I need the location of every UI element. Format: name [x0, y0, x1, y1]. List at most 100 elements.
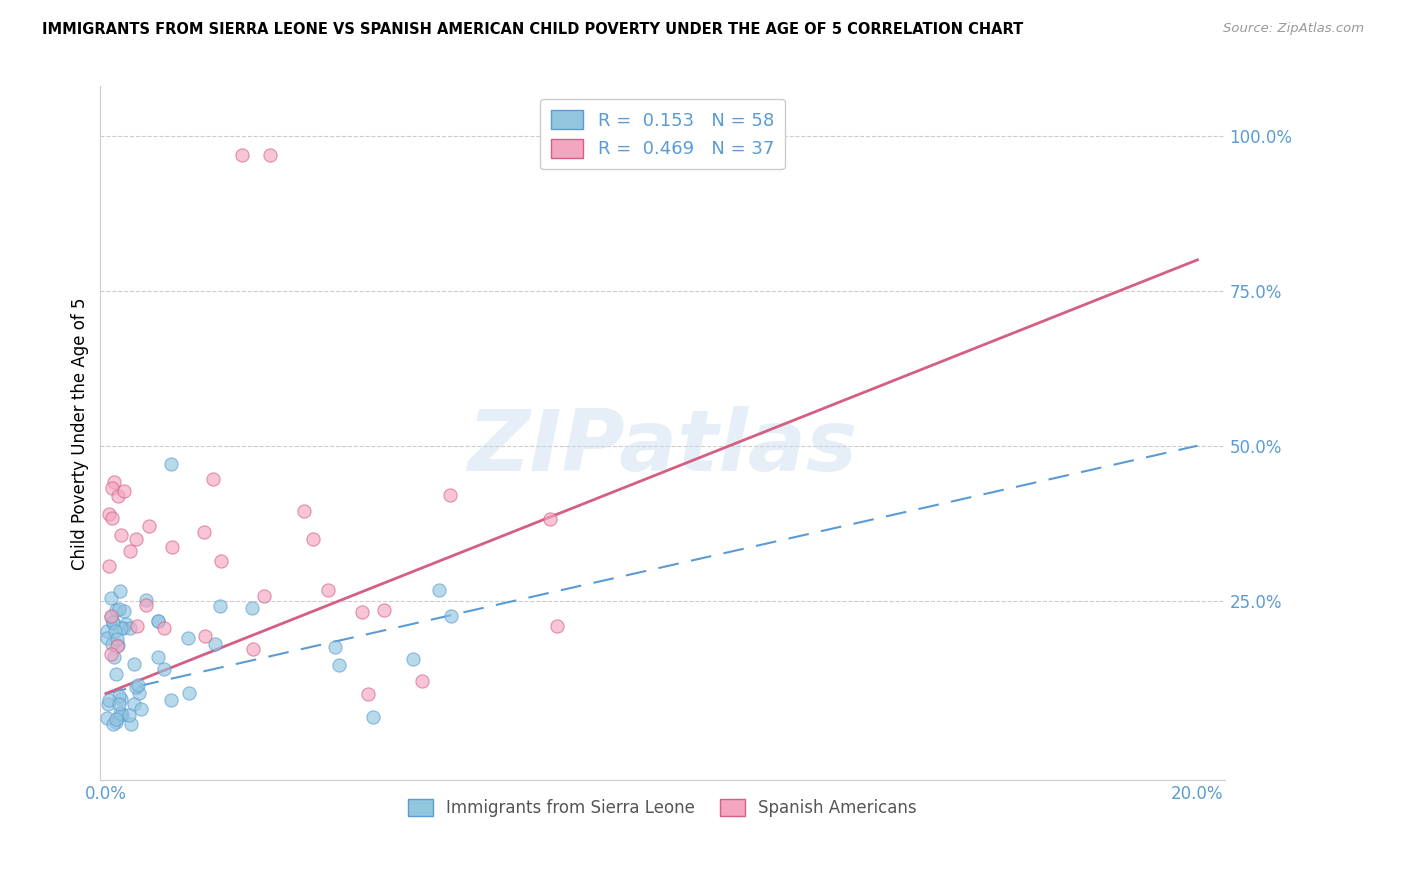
Point [146, 614, 169, 628]
Point [120, 717, 142, 731]
Legend: Immigrants from Sierra Leone, Spanish Americans: Immigrants from Sierra Leone, Spanish Am… [401, 792, 924, 824]
Point [204, 637, 226, 651]
Point [112, 484, 135, 499]
Point [96, 697, 118, 711]
Point [125, 533, 148, 547]
Point [104, 603, 127, 617]
Point [153, 621, 176, 635]
Point [100, 637, 122, 651]
Point [100, 608, 122, 623]
Point [160, 458, 183, 472]
Point [373, 603, 395, 617]
Point [120, 544, 142, 558]
Text: IMMIGRANTS FROM SIERRA LEONE VS SPANISH AMERICAN CHILD POVERTY UNDER THE AGE OF : IMMIGRANTS FROM SIERRA LEONE VS SPANISH … [42, 22, 1024, 37]
Point [146, 650, 169, 665]
Point [253, 589, 276, 603]
Text: ZIPatlas: ZIPatlas [467, 406, 858, 489]
Point [350, 605, 373, 619]
Point [96, 624, 118, 639]
Point [108, 690, 131, 704]
Point [110, 707, 132, 722]
Y-axis label: Child Poverty Under the Age of 5: Child Poverty Under the Age of 5 [72, 297, 89, 570]
Point [259, 147, 281, 161]
Point [160, 540, 183, 554]
Point [148, 614, 170, 628]
Point [538, 512, 561, 526]
Point [402, 651, 425, 665]
Point [105, 714, 128, 729]
Point [101, 615, 124, 630]
Text: Source: ZipAtlas.com: Source: ZipAtlas.com [1223, 22, 1364, 36]
Point [110, 692, 132, 706]
Point [209, 554, 232, 568]
Point [179, 686, 201, 700]
Point [115, 617, 138, 632]
Point [125, 619, 148, 633]
Point [107, 638, 129, 652]
Point [100, 610, 122, 624]
Point [323, 640, 346, 655]
Point [110, 621, 132, 635]
Point [596, 147, 619, 161]
Point [240, 600, 263, 615]
Point [427, 583, 450, 598]
Point [105, 639, 128, 653]
Point [101, 615, 124, 630]
Point [104, 666, 127, 681]
Point [122, 697, 145, 711]
Point [122, 657, 145, 671]
Point [292, 504, 315, 518]
Point [125, 680, 148, 694]
Point [104, 712, 127, 726]
Point [546, 618, 568, 632]
Point [96, 631, 118, 645]
Point [107, 632, 129, 646]
Point [103, 475, 125, 490]
Point [209, 599, 232, 614]
Point [111, 707, 134, 722]
Point [100, 591, 122, 606]
Point [328, 657, 350, 672]
Point [107, 489, 129, 503]
Point [108, 601, 131, 615]
Point [100, 647, 122, 661]
Point [97, 693, 120, 707]
Point [153, 662, 176, 676]
Point [101, 511, 124, 525]
Point [177, 631, 200, 645]
Point [138, 519, 160, 533]
Point [104, 624, 127, 638]
Point [231, 147, 253, 161]
Point [316, 583, 339, 598]
Point [194, 629, 217, 643]
Point [128, 686, 150, 700]
Point [110, 528, 132, 542]
Point [103, 716, 125, 731]
Point [160, 692, 183, 706]
Point [118, 621, 141, 635]
Point [96, 711, 118, 725]
Point [135, 598, 157, 612]
Point [131, 702, 153, 716]
Point [112, 621, 135, 635]
Point [103, 649, 125, 664]
Point [411, 674, 433, 689]
Point [361, 709, 384, 723]
Point [108, 706, 131, 721]
Point [439, 488, 461, 502]
Point [201, 472, 224, 486]
Point [108, 697, 131, 711]
Point [135, 592, 157, 607]
Point [242, 641, 264, 656]
Point [193, 525, 215, 540]
Point [112, 604, 135, 618]
Point [108, 583, 131, 598]
Point [302, 532, 325, 546]
Point [97, 507, 120, 521]
Point [439, 609, 461, 624]
Point [101, 481, 124, 495]
Point [118, 707, 141, 722]
Point [97, 558, 120, 573]
Point [127, 678, 149, 692]
Point [357, 687, 380, 701]
